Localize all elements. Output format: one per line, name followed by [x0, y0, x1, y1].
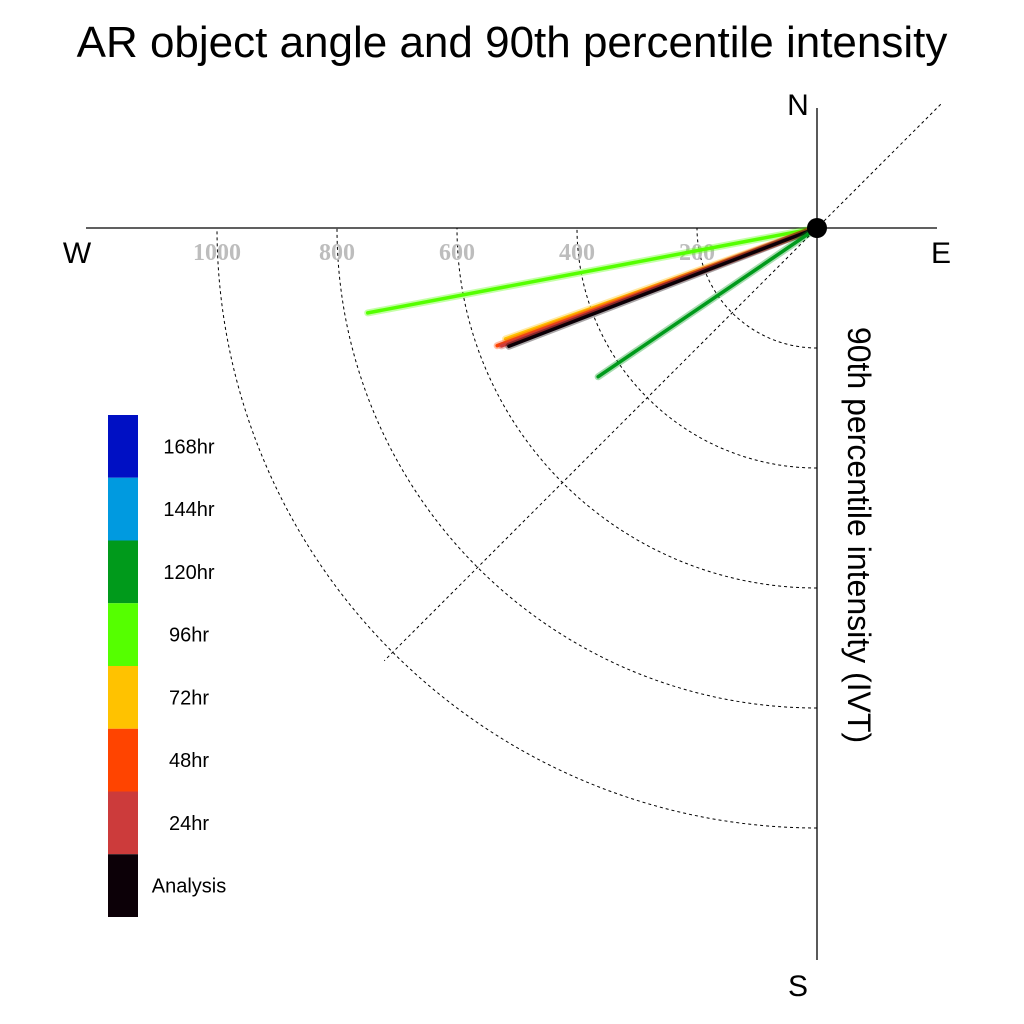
tick-label-600: 600: [439, 240, 475, 266]
legend-swatch-168hr: [108, 415, 138, 478]
legend-swatch-72hr: [108, 666, 138, 729]
legend-label-168hr: 168hr: [163, 436, 214, 458]
compass-west: W: [63, 237, 92, 270]
compass-north: N: [787, 89, 809, 122]
tick-label-800: 800: [319, 240, 355, 266]
grid-diagonal: [383, 103, 942, 662]
legend-swatch-96hr: [108, 603, 138, 666]
series-lines: [364, 224, 821, 381]
series-line-96hr: [365, 226, 819, 315]
origin-marker: [807, 218, 827, 238]
legend: 168hr 144hr 120hr 96hr 72hr 48hr 24hr Analysis: [108, 415, 226, 917]
legend-label-144hr: 144hr: [163, 499, 214, 521]
tick-label-400: 400: [559, 240, 595, 266]
legend-label-120hr: 120hr: [163, 562, 214, 584]
grid-arc-1000: [216, 227, 818, 829]
legend-label-96hr: 96hr: [169, 625, 209, 647]
series-line-analysis: [507, 226, 819, 349]
legend-swatch-144hr: [108, 477, 138, 541]
legend-label-72hr: 72hr: [169, 687, 209, 709]
legend-swatch-24hr: [108, 791, 138, 855]
radial-axis-label: 90th percentile intensity (IVT): [841, 327, 877, 743]
legend-label-24hr: 24hr: [169, 813, 209, 835]
chart-title: AR object angle and 90th percentile inte…: [77, 18, 948, 67]
legend-swatch-analysis: [108, 854, 138, 917]
legend-swatch-120hr: [108, 540, 138, 604]
grid-arc-200: [696, 227, 818, 349]
legend-label-48hr: 48hr: [169, 750, 209, 772]
compass-east: E: [931, 237, 951, 270]
tick-label-1000: 1000: [193, 240, 241, 266]
series-line-120hr: [596, 226, 819, 379]
legend-swatch-48hr: [108, 728, 138, 792]
compass-south: S: [788, 970, 808, 1003]
legend-label-analysis: Analysis: [152, 876, 226, 898]
polar-grid: [216, 103, 942, 829]
